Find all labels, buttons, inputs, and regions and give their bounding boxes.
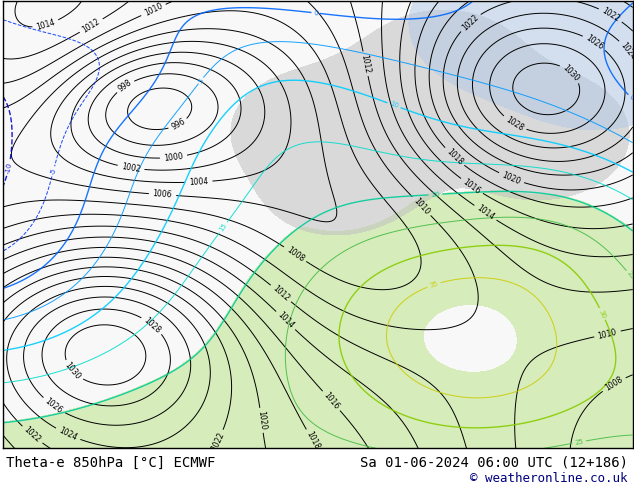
Text: 1028: 1028: [504, 115, 525, 133]
Text: 35: 35: [429, 280, 439, 289]
Text: 1010: 1010: [597, 327, 618, 341]
Text: 996: 996: [170, 117, 187, 132]
Text: 0: 0: [313, 10, 318, 16]
Text: -5: -5: [49, 168, 57, 175]
Text: © weatheronline.co.uk: © weatheronline.co.uk: [470, 472, 628, 485]
Text: 10: 10: [389, 101, 399, 110]
Text: 1000: 1000: [164, 152, 184, 163]
Text: 1016: 1016: [462, 177, 482, 196]
Text: 1020: 1020: [256, 410, 267, 430]
Text: 1022: 1022: [600, 6, 621, 24]
Text: 1026: 1026: [584, 33, 605, 51]
Text: 1030: 1030: [63, 361, 82, 381]
Text: 1012: 1012: [359, 53, 372, 74]
Text: 1010: 1010: [143, 1, 164, 18]
Text: 5: 5: [197, 77, 205, 84]
Text: 1028: 1028: [142, 315, 162, 335]
Text: 25: 25: [574, 439, 584, 446]
Text: 1024: 1024: [619, 40, 634, 61]
Text: 1030: 1030: [561, 63, 581, 83]
Text: 1012: 1012: [81, 17, 102, 34]
Text: 20: 20: [431, 191, 440, 198]
Text: 15: 15: [218, 222, 228, 233]
Text: 1024: 1024: [57, 426, 79, 442]
Text: 1012: 1012: [271, 284, 291, 303]
Text: 25: 25: [626, 270, 634, 281]
Text: 1022: 1022: [210, 431, 226, 452]
Text: 1002: 1002: [120, 162, 141, 174]
Text: 998: 998: [117, 78, 134, 94]
Text: Sa 01-06-2024 06:00 UTC (12+186): Sa 01-06-2024 06:00 UTC (12+186): [359, 455, 628, 469]
Text: 1014: 1014: [276, 311, 295, 331]
Text: 1018: 1018: [444, 147, 464, 167]
Text: 1008: 1008: [285, 245, 306, 264]
Text: 1006: 1006: [153, 190, 172, 200]
Text: 1026: 1026: [43, 396, 64, 415]
Text: 1014: 1014: [36, 18, 56, 32]
Text: 1020: 1020: [501, 170, 522, 186]
Text: 1018: 1018: [304, 430, 321, 451]
Text: Theta-e 850hPa [°C] ECMWF: Theta-e 850hPa [°C] ECMWF: [6, 455, 216, 469]
Text: 1004: 1004: [189, 177, 209, 187]
Text: 1014: 1014: [475, 204, 496, 222]
Text: 1016: 1016: [322, 391, 341, 411]
Text: 1008: 1008: [604, 375, 624, 393]
Text: -10: -10: [4, 162, 13, 174]
Text: 1022: 1022: [460, 12, 480, 32]
Text: 1022: 1022: [22, 425, 42, 444]
Text: 1010: 1010: [411, 196, 431, 216]
Text: 30: 30: [598, 309, 607, 319]
Text: 0: 0: [628, 94, 634, 101]
